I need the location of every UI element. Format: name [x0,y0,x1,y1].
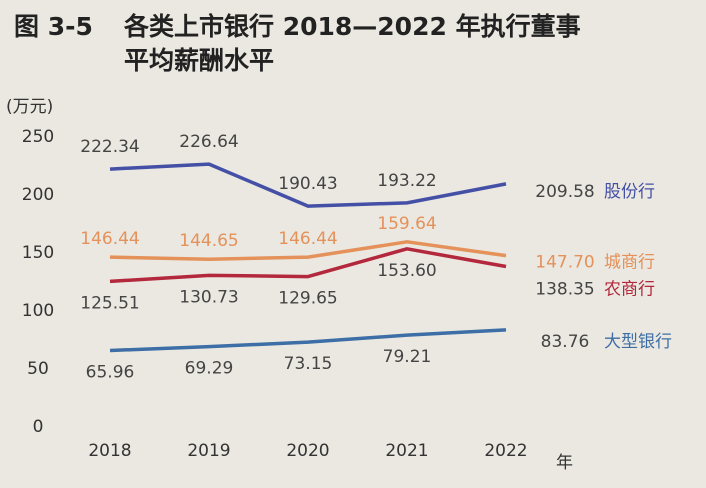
figure-label: 图 3-5 [14,12,93,41]
data-label: 209.58 [535,182,594,202]
legend-label: 城商行 [604,253,655,273]
series-line [109,162,507,208]
data-label: 153.60 [377,261,436,281]
x-unit: 年 [556,453,573,473]
x-tick-label: 2020 [286,441,329,461]
data-label: 144.65 [179,231,238,251]
data-label: 147.70 [535,253,594,273]
y-tick-label: 50 [27,359,49,379]
y-tick-label: 200 [22,185,54,205]
y-tick-label: 150 [22,243,54,263]
data-label: 226.64 [179,132,238,152]
data-label: 125.51 [80,293,139,313]
y-tick-label: 100 [22,301,54,321]
x-tick-label: 2022 [484,441,527,461]
y-tick-label: 250 [22,127,54,147]
chart-title: 各类上市银行 2018—2022 年执行董事 [123,12,581,41]
legend-label: 大型银行 [604,332,672,352]
x-tick-label: 2018 [88,441,131,461]
data-label: 130.73 [179,287,238,307]
y-tick-label: 0 [33,417,44,437]
series-line [109,247,507,284]
data-label: 146.44 [80,229,139,249]
data-label: 79.21 [383,347,432,367]
x-tick-label: 2021 [385,441,428,461]
series-line [109,328,507,353]
data-label: 193.22 [377,171,436,191]
data-label: 69.29 [185,359,234,379]
data-label: 146.44 [278,229,337,249]
data-label: 190.43 [278,174,337,194]
data-label: 73.15 [284,354,333,374]
data-label: 129.65 [278,289,337,309]
data-label: 159.64 [377,214,436,234]
legend-label: 股份行 [604,182,655,202]
legend-label: 农商行 [604,280,655,300]
x-tick-label: 2019 [187,441,230,461]
data-label: 83.76 [541,332,590,352]
data-label: 138.35 [535,280,594,300]
series-line [109,240,507,261]
chart-title: 平均薪酬水平 [124,46,274,75]
y-unit: (万元) [6,97,53,117]
data-label: 65.96 [86,362,135,382]
data-label: 222.34 [80,137,139,157]
